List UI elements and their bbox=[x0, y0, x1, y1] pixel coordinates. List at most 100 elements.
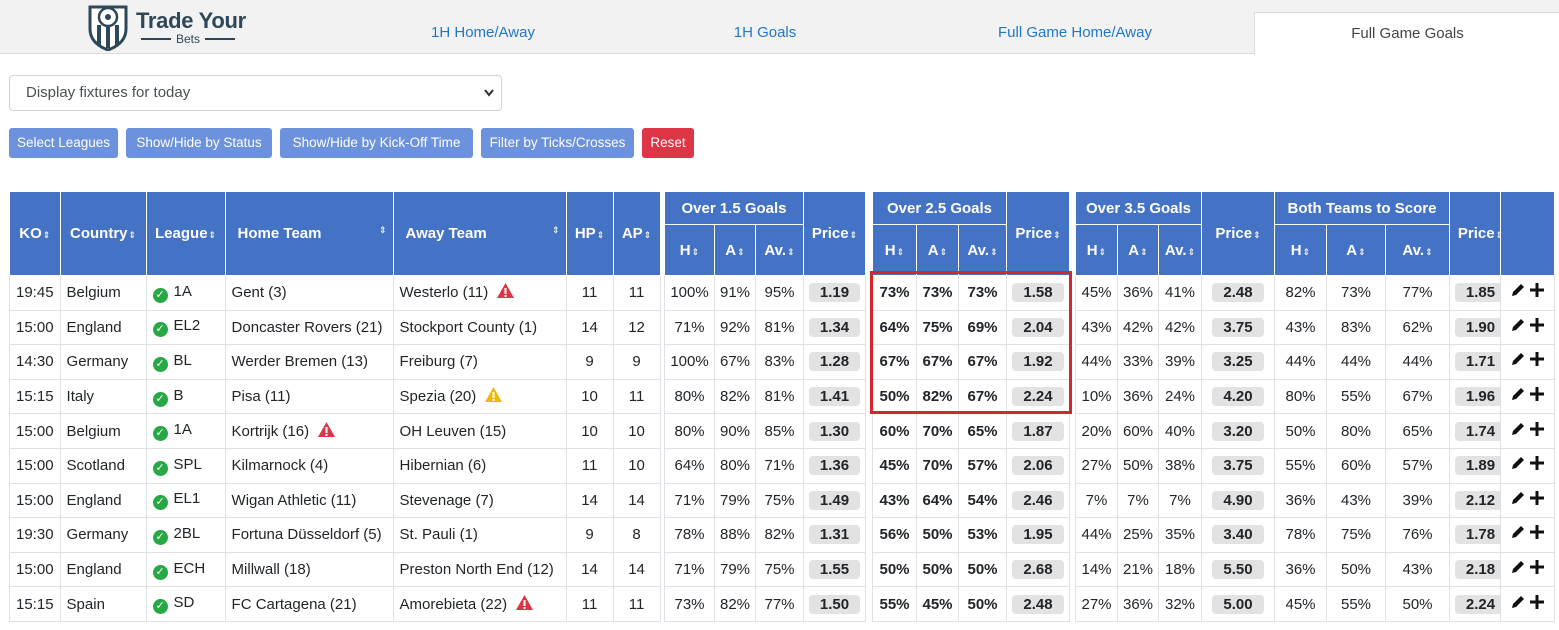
check-circle-icon: ✓ bbox=[152, 495, 168, 511]
percentage-cell: 71% bbox=[664, 309, 715, 346]
tab-full-game-goals[interactable]: Full Game Goals bbox=[1254, 12, 1559, 55]
league-header[interactable]: League⇕ bbox=[145, 191, 226, 276]
away-pct-header[interactable]: A⇕ bbox=[1117, 224, 1159, 276]
add-plus-icon[interactable] bbox=[1529, 456, 1545, 475]
price-badge: 1.89 bbox=[1454, 456, 1507, 476]
ap-cell: 10 bbox=[612, 447, 661, 484]
away-pct-header[interactable]: A⇕ bbox=[916, 224, 959, 276]
percentage-cell: 36% bbox=[1274, 551, 1327, 588]
show-hide-kickoff-button[interactable]: Show/Hide by Kick-Off Time bbox=[280, 128, 473, 158]
percentage-cell: 44% bbox=[1385, 344, 1450, 380]
home-pct-header[interactable]: H⇕ bbox=[1075, 224, 1118, 276]
add-plus-icon[interactable] bbox=[1529, 525, 1545, 544]
home-pct-header[interactable]: H⇕ bbox=[664, 224, 715, 276]
table-row: 10% 36% 24% 4.20 bbox=[1075, 378, 1275, 415]
add-plus-icon[interactable] bbox=[1529, 283, 1545, 302]
chevron-down-icon bbox=[483, 76, 495, 124]
price-header[interactable]: Price⇕ bbox=[1006, 191, 1070, 276]
percentage-cell: 32% bbox=[1158, 586, 1202, 622]
price-badge: 1.95 bbox=[1012, 525, 1064, 545]
add-plus-icon[interactable] bbox=[1529, 387, 1545, 406]
add-plus-icon[interactable] bbox=[1529, 490, 1545, 510]
edit-pencil-icon[interactable] bbox=[1510, 560, 1526, 579]
percentage-cell: 60% bbox=[1117, 413, 1159, 449]
percentage-cell: 50% bbox=[1385, 586, 1450, 622]
table-row: 71% 79% 75% 1.55 bbox=[664, 551, 866, 588]
table-row: 55% 45% 50% 2.48 bbox=[872, 586, 1070, 622]
price-badge: 1.41 bbox=[808, 387, 861, 407]
percentage-cell: 44% bbox=[1274, 344, 1327, 380]
percentage-cell: 36% bbox=[1117, 275, 1159, 311]
edit-pencil-icon[interactable] bbox=[1510, 283, 1526, 302]
kickoff-time: 15:15 bbox=[9, 586, 61, 622]
home-pct-header[interactable]: H⇕ bbox=[872, 224, 917, 276]
percentage-cell: 36% bbox=[1117, 378, 1159, 415]
percentage-cell: 10% bbox=[1075, 378, 1118, 415]
add-plus-icon[interactable] bbox=[1529, 317, 1545, 337]
edit-pencil-icon[interactable] bbox=[1510, 525, 1526, 544]
tab-1h-goals[interactable]: 1H Goals bbox=[733, 24, 797, 41]
home-team-header[interactable]: Home Team ⇕ bbox=[224, 191, 394, 276]
hp-header[interactable]: HP⇕ bbox=[565, 191, 614, 276]
price-badge: 1.31 bbox=[808, 525, 861, 545]
ap-cell: 8 bbox=[612, 517, 661, 553]
country-cell: England bbox=[59, 482, 147, 519]
percentage-cell: 40% bbox=[1158, 413, 1202, 449]
edit-pencil-icon[interactable] bbox=[1510, 491, 1526, 510]
home-team-cell: Pisa (11) bbox=[224, 378, 394, 415]
fixture-select[interactable]: Display fixtures for today bbox=[9, 75, 502, 111]
check-circle-icon: ✓ bbox=[152, 599, 168, 615]
select-leagues-button[interactable]: Select Leagues bbox=[9, 128, 118, 158]
avg-pct-header[interactable]: Av.⇕ bbox=[755, 224, 804, 276]
edit-pencil-icon[interactable] bbox=[1510, 422, 1526, 441]
edit-pencil-icon[interactable] bbox=[1510, 318, 1526, 337]
avg-pct-header[interactable]: Av.⇕ bbox=[1385, 224, 1450, 276]
percentage-cell: 73% bbox=[958, 275, 1007, 311]
actions-cell bbox=[1500, 551, 1555, 588]
away-pct-header[interactable]: A⇕ bbox=[1326, 224, 1386, 276]
home-team-cell: Fortuna Düsseldorf (5) bbox=[224, 517, 394, 553]
brand-logo[interactable]: Trade Your Bets bbox=[86, 3, 246, 51]
avg-pct-header[interactable]: Av.⇕ bbox=[958, 224, 1007, 276]
table-row: 50% 80% 65% 1.74 bbox=[1274, 413, 1512, 449]
home-team-cell: Doncaster Rovers (21) bbox=[224, 309, 394, 346]
percentage-cell: 73% bbox=[916, 275, 959, 311]
market-group-header: Both Teams to Score bbox=[1274, 191, 1450, 225]
filter-ticks-crosses-button[interactable]: Filter by Ticks/Crosses bbox=[481, 128, 634, 158]
table-row: 56% 50% 53% 1.95 bbox=[872, 517, 1070, 553]
home-pct-header[interactable]: H⇕ bbox=[1274, 224, 1327, 276]
edit-pencil-icon[interactable] bbox=[1510, 456, 1526, 475]
edit-pencil-icon[interactable] bbox=[1510, 595, 1526, 614]
table-row: 45% 55% 50% 2.24 bbox=[1274, 586, 1512, 622]
away-pct-header[interactable]: A⇕ bbox=[714, 224, 756, 276]
tab-full-game-home-away[interactable]: Full Game Home/Away bbox=[998, 24, 1152, 41]
add-plus-icon[interactable] bbox=[1529, 421, 1545, 441]
show-hide-status-button[interactable]: Show/Hide by Status bbox=[126, 128, 272, 158]
away-team-cell: Stockport County (1) bbox=[392, 309, 567, 346]
add-plus-icon[interactable] bbox=[1529, 560, 1545, 579]
ap-header[interactable]: AP⇕ bbox=[612, 191, 661, 276]
ko-header[interactable]: KO⇕ bbox=[9, 191, 61, 276]
check-circle-icon: ✓ bbox=[152, 426, 168, 442]
price-header[interactable]: Price⇕ bbox=[1201, 191, 1275, 276]
price-badge: 1.92 bbox=[1012, 352, 1064, 372]
price-badge: 2.24 bbox=[1454, 594, 1507, 614]
edit-pencil-icon[interactable] bbox=[1510, 352, 1526, 371]
warning-icon bbox=[317, 421, 336, 442]
actions-cell bbox=[1500, 482, 1555, 519]
country-header[interactable]: Country⇕ bbox=[59, 191, 147, 276]
price-badge: 1.71 bbox=[1454, 352, 1507, 372]
percentage-cell: 55% bbox=[1274, 447, 1327, 484]
add-plus-icon[interactable] bbox=[1529, 352, 1545, 371]
price-cell: 2.68 bbox=[1006, 551, 1070, 588]
percentage-cell: 21% bbox=[1117, 551, 1159, 588]
edit-pencil-icon[interactable] bbox=[1510, 387, 1526, 406]
price-badge: 3.75 bbox=[1212, 317, 1264, 337]
add-plus-icon[interactable] bbox=[1529, 594, 1545, 614]
reset-button[interactable]: Reset bbox=[642, 128, 694, 158]
avg-pct-header[interactable]: Av.⇕ bbox=[1158, 224, 1202, 276]
price-header[interactable]: Price⇕ bbox=[803, 191, 866, 276]
actions-cell bbox=[1500, 344, 1555, 380]
tab-1h-home-away[interactable]: 1H Home/Away bbox=[431, 24, 535, 41]
away-team-header[interactable]: Away Team ⇕ bbox=[392, 191, 567, 276]
